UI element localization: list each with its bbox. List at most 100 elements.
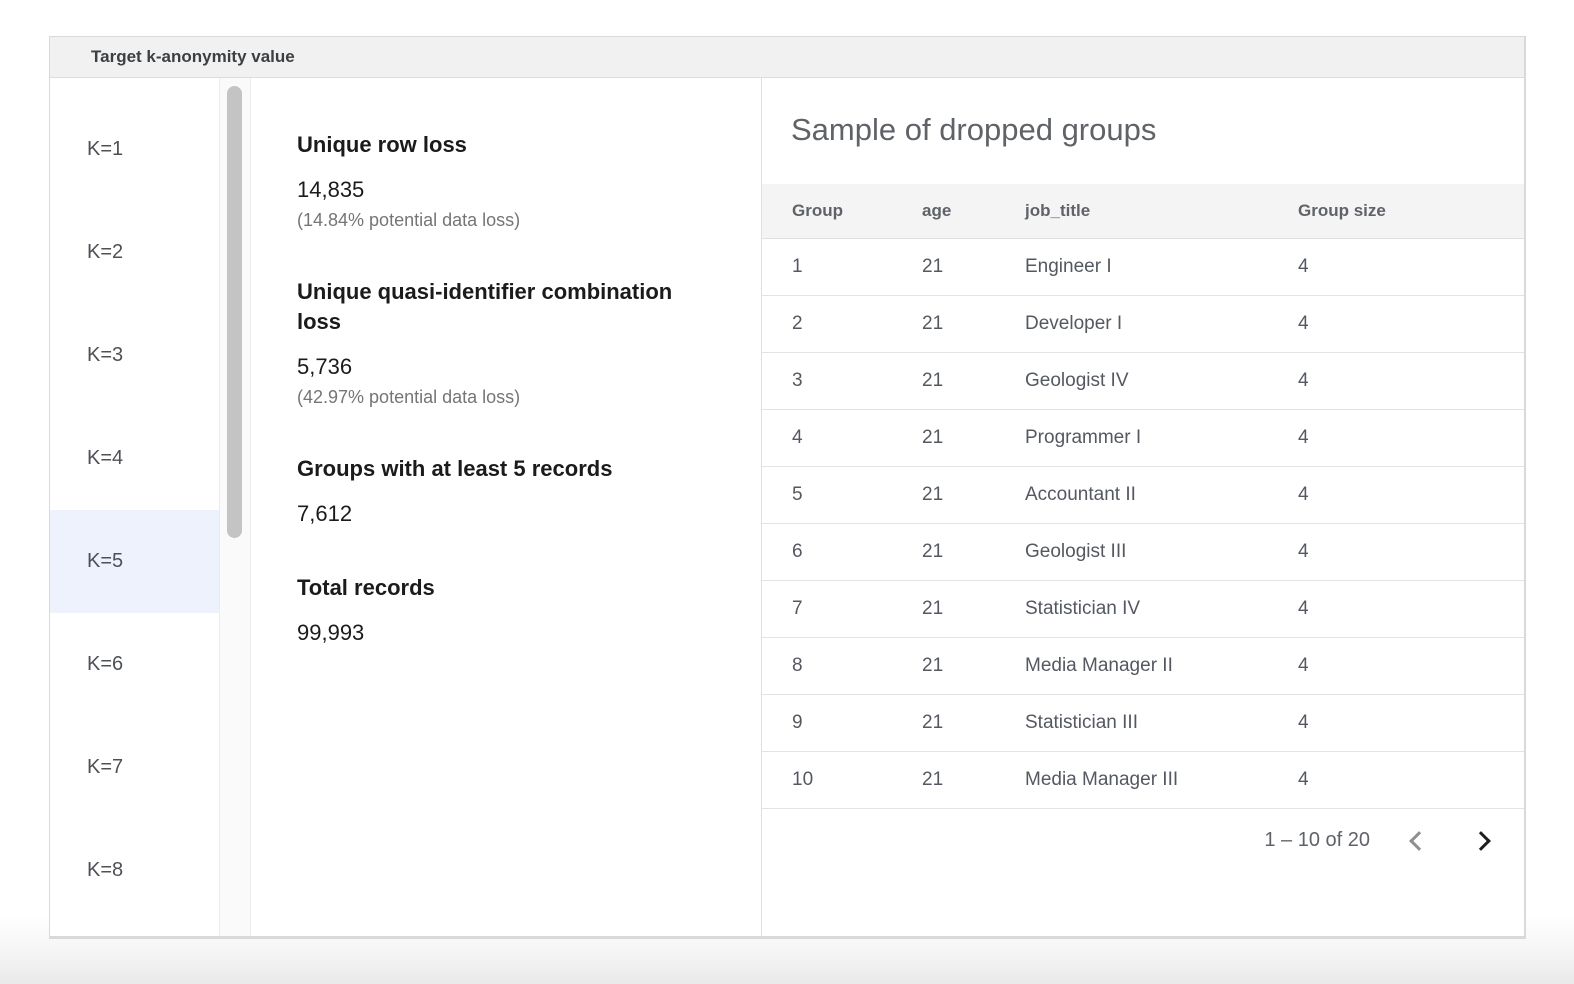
k-value-list: K=1 K=2 K=3 K=4 K=5 K=6 K=7 K=8: [50, 78, 219, 936]
table-cell: 3: [762, 352, 922, 410]
table-cell: 21: [922, 352, 1025, 410]
stat-value: 5,736: [297, 353, 353, 379]
table-cell: 4: [1298, 238, 1524, 296]
table-cell: Developer I: [1025, 295, 1298, 353]
table-cell: 4: [1298, 694, 1524, 752]
table-cell: 21: [922, 295, 1025, 353]
panel-title: Target k-anonymity value: [91, 47, 295, 66]
table-cell: 8: [762, 637, 922, 695]
sidebar-scrollbar-thumb[interactable]: [227, 86, 242, 538]
k-item-label: K=1: [87, 138, 124, 160]
table-cell: 7: [762, 580, 922, 638]
table-row: 7 21 Statistician IV 4: [762, 580, 1524, 638]
table-cell: 4: [762, 409, 922, 467]
chevron-left-icon: [1409, 830, 1429, 851]
table-cell: Programmer I: [1025, 409, 1298, 467]
sidebar-item-k2[interactable]: K=2: [50, 201, 219, 304]
stat-block: Total records 99,993: [297, 573, 711, 646]
column-header: Group: [762, 184, 922, 239]
k-item-label: K=5: [87, 550, 124, 572]
table-cell: 4: [1298, 466, 1524, 524]
sidebar-item-k7[interactable]: K=7: [50, 716, 219, 819]
table-row: 9 21 Statistician III 4: [762, 694, 1524, 752]
table-cell: 4: [1298, 751, 1524, 809]
stat-label: Unique quasi-identifier combination loss: [297, 279, 673, 334]
table-cell: 5: [762, 466, 922, 524]
table-header: Group age job_title Group size: [762, 184, 1524, 239]
k-item-label: K=8: [87, 859, 124, 881]
stat-label: Total records: [297, 575, 435, 600]
table-cell: 4: [1298, 352, 1524, 410]
k-item-label: K=4: [87, 447, 124, 469]
pagination-next-button[interactable]: [1468, 828, 1494, 854]
table-cell: 21: [922, 751, 1025, 809]
table-cell: 9: [762, 694, 922, 752]
stat-value: 14,835: [297, 177, 365, 203]
table-cell: Media Manager III: [1025, 751, 1298, 809]
stat-value: 7,612: [297, 501, 353, 526]
table-cell: 21: [922, 238, 1025, 296]
k-anonymity-panel: Target k-anonymity value K=1 K=2 K=3 K=4 K=5…: [49, 36, 1526, 939]
panel-content: K=1 K=2 K=3 K=4 K=5 K=6 K=7 K=8 Unique row loss…: [50, 78, 1524, 936]
stat-note: (42.97% potential data loss): [297, 386, 521, 407]
column-header: job_title: [1025, 184, 1298, 239]
sidebar-item-k3[interactable]: K=3: [50, 304, 219, 407]
sidebar-scrollbar-track[interactable]: [219, 78, 251, 936]
stats-panel: Unique row loss 14,835 (14.84% potential d…: [251, 78, 761, 936]
table-body: 1 21 Engineer I 4 2 21 Developer I 4 3 21 Geologis…: [762, 238, 1524, 809]
table-cell: Geologist IV: [1025, 352, 1298, 410]
table-cell: 21: [922, 409, 1025, 467]
k-item-label: K=7: [87, 756, 124, 778]
table-row: 3 21 Geologist IV 4: [762, 352, 1524, 410]
table-cell: 21: [922, 637, 1025, 695]
table-cell: 2: [762, 295, 922, 353]
stat-block: Unique quasi-identifier combination loss…: [297, 277, 711, 408]
sidebar-item-k4[interactable]: K=4: [50, 407, 219, 510]
table-cell: 4: [1298, 637, 1524, 695]
table-cell: 4: [1298, 580, 1524, 638]
stat-note: (14.84% potential data loss): [297, 210, 521, 231]
k-item-label: K=6: [87, 653, 124, 675]
stat-block: Groups with at least 5 records 7,612: [297, 454, 711, 527]
table-cell: 21: [922, 694, 1025, 752]
table-cell: Media Manager II: [1025, 637, 1298, 695]
dropped-groups-title: Sample of dropped groups: [791, 112, 1157, 147]
sidebar-item-k8[interactable]: K=8: [50, 819, 219, 922]
sidebar-item-k6[interactable]: K=6: [50, 613, 219, 716]
table-row: 10 21 Media Manager III 4: [762, 751, 1524, 809]
table-row: 5 21 Accountant II 4: [762, 466, 1524, 524]
dropped-groups-panel: Sample of dropped groups Group age job_tit…: [761, 78, 1524, 936]
table-cell: Statistician IV: [1025, 580, 1298, 638]
chevron-right-icon: [1471, 830, 1491, 851]
pagination-range: 1 – 10 of 20: [1264, 829, 1370, 851]
table-cell: Statistician III: [1025, 694, 1298, 752]
sidebar-item-k5[interactable]: K=5: [50, 510, 219, 613]
table-cell: 4: [1298, 409, 1524, 467]
table-cell: 1: [762, 238, 922, 296]
table-cell: Accountant II: [1025, 466, 1298, 524]
table-cell: 21: [922, 466, 1025, 524]
table-row: 8 21 Media Manager II 4: [762, 637, 1524, 695]
table-cell: 6: [762, 523, 922, 581]
table-cell: 21: [922, 523, 1025, 581]
table-row: 6 21 Geologist III 4: [762, 523, 1524, 581]
k-item-label: K=3: [87, 344, 124, 366]
stat-label: Groups with at least 5 records: [297, 455, 613, 481]
dropped-groups-table: Group age job_title Group size 1 21 Engineer …: [762, 184, 1524, 809]
table-cell: 10: [762, 751, 922, 809]
k-item-label: K=2: [87, 241, 124, 263]
sidebar-item-k1[interactable]: K=1: [50, 98, 219, 201]
table-cell: Engineer I: [1025, 238, 1298, 296]
table-header-row: Group age job_title Group size: [762, 184, 1524, 239]
table-cell: 4: [1298, 295, 1524, 353]
stat-value: 99,993: [297, 620, 365, 646]
pagination-prev-button[interactable]: [1406, 828, 1432, 854]
stat-label: Unique row loss: [297, 132, 467, 157]
table-cell: 21: [922, 580, 1025, 638]
column-header: Group size: [1298, 184, 1524, 239]
column-header: age: [922, 184, 1025, 239]
stat-block: Unique row loss 14,835 (14.84% potential d…: [297, 130, 711, 231]
